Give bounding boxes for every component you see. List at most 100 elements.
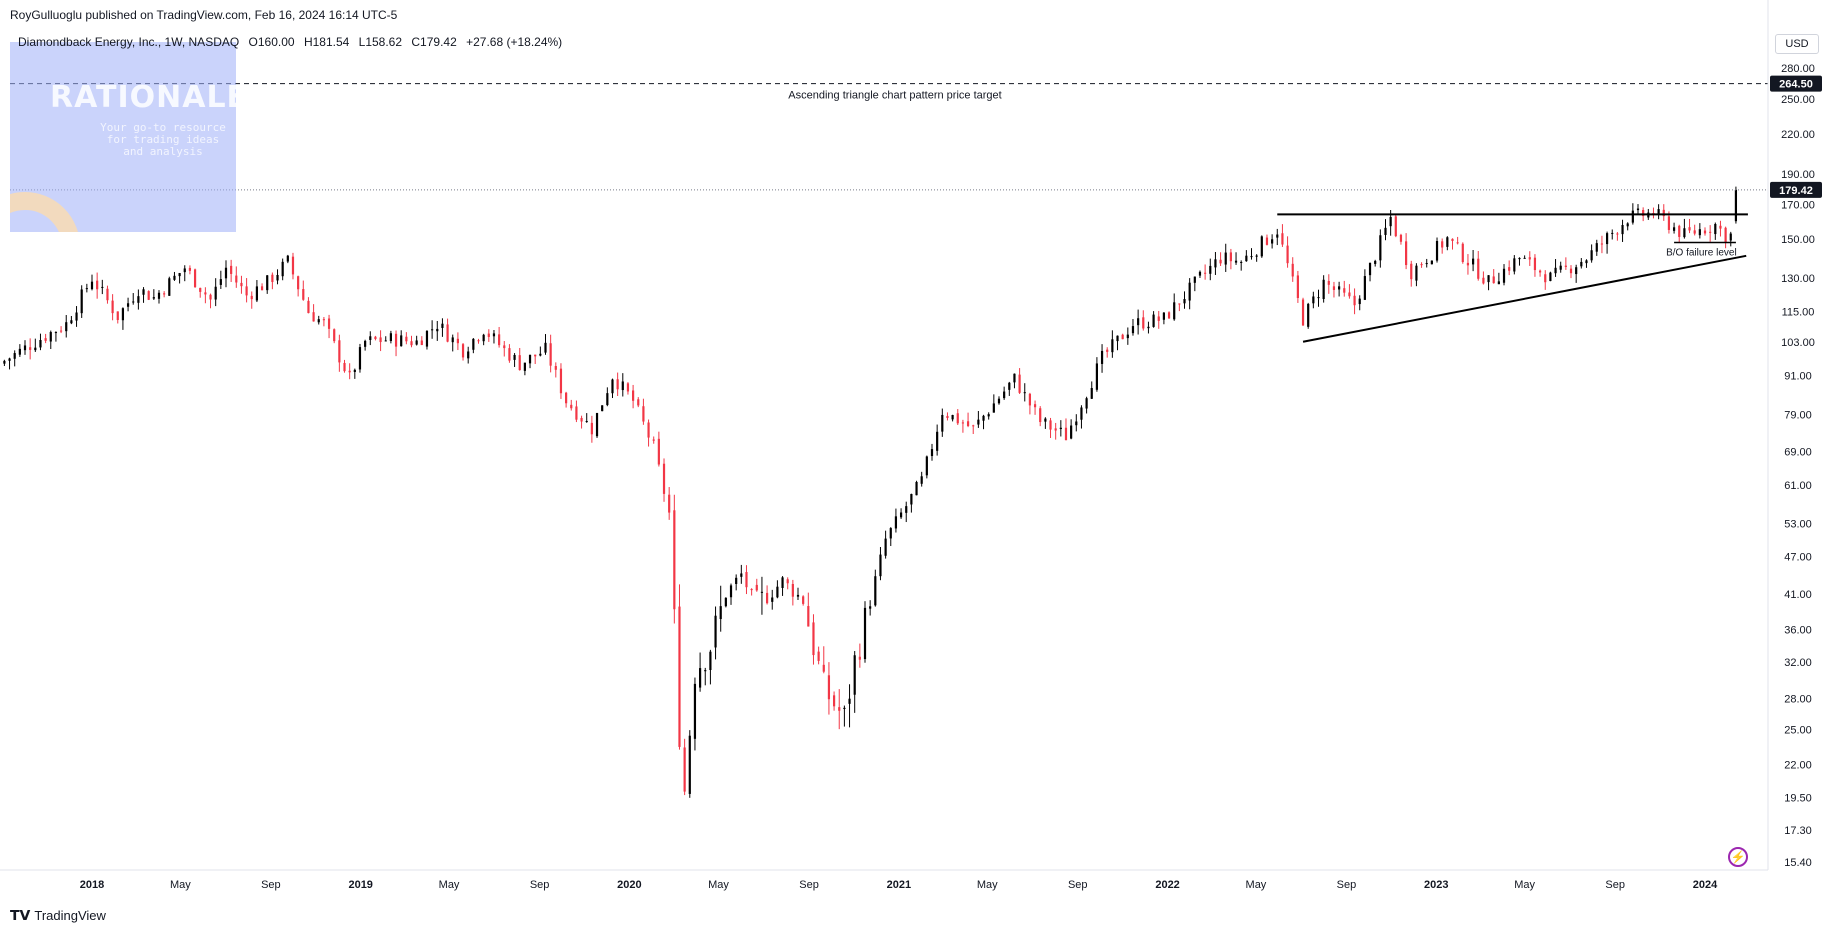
candle-body [1296,275,1299,299]
time-tick-label: Sep [261,879,281,891]
candle-body [884,538,887,556]
candle-body [601,405,604,412]
candle-body [54,332,58,334]
support-trendline [1302,254,1747,343]
candle-body [1188,282,1191,301]
tradingview-footer[interactable]: 𝗧𝗩 TradingView [10,907,106,924]
candle-body [523,362,526,371]
candle-body [1343,288,1346,293]
candle-body [199,287,202,292]
candle-body [879,554,882,577]
candle-body [513,354,516,360]
candle-body [1013,373,1016,383]
candle-body [1626,223,1629,227]
candle-body [549,343,552,366]
currency-button[interactable]: USD [1775,34,1819,54]
candle-body [585,421,588,423]
time-tick-label: May [170,879,191,891]
candle-body [461,344,465,358]
candle-body [126,303,130,307]
candle-body [245,286,248,296]
candle-body [1559,265,1562,270]
candle-body [915,481,918,496]
candle-body [59,330,63,332]
candle-body [157,292,161,299]
candle-body [961,422,965,424]
candle-body [1131,326,1135,334]
candle-body [1049,420,1052,430]
price-tick-label: 69.00 [1784,446,1812,458]
candle-body [1605,233,1609,245]
tradingview-brand: TradingView [34,908,106,923]
candle-body [425,330,429,347]
candle-body [1394,216,1397,237]
candle-body [1688,227,1691,231]
candle-body [843,707,846,710]
candle-body [910,493,913,505]
candle-body [1085,398,1088,409]
candle-body [997,398,1001,404]
candle-body [1245,255,1248,262]
candle-body [951,415,954,420]
candle-body [606,393,609,406]
candle-body [255,286,259,301]
time-tick-label: 2018 [80,879,104,891]
candle-body [1611,232,1614,234]
candle-body [1714,223,1717,235]
candle-body [1064,427,1068,441]
candle-body [812,622,815,656]
candle-body [400,335,403,347]
candle-body [894,516,898,529]
candle-body [1142,317,1145,329]
candle-body [1482,277,1485,284]
time-tick-label: May [1246,879,1267,891]
candle-body [807,606,810,627]
candle-body [992,403,995,413]
candle-body [441,323,444,328]
candle-body [673,510,676,610]
time-tick-label: Sep [1068,879,1088,891]
price-tick-label: 32.00 [1784,657,1812,669]
candle-body [1126,334,1129,339]
candle-body [1405,241,1408,266]
rationale-logo: RATIONALE Your go-to resource for tradin… [10,42,236,232]
candle-body [111,300,114,314]
candle-body [343,362,346,372]
candle-body [1276,234,1279,238]
candle-body [534,354,537,357]
candle-body [1435,241,1439,261]
candle-body [1466,262,1470,266]
candle-body [374,336,377,340]
candle-body [260,286,264,291]
price-tick-label: 91.00 [1784,371,1812,383]
candle-body [379,337,382,343]
candle-body [1657,209,1660,214]
candle-body [1003,391,1006,399]
candle-body [936,431,939,451]
bolt-icon[interactable]: ⚡ [1728,847,1748,867]
candle-body [271,274,274,283]
candle-body [1214,259,1217,268]
candle-body [750,589,753,591]
candle-body [1137,318,1140,326]
candle-body [477,340,480,342]
open-value: O160.00 [248,35,295,49]
candle-body [1023,392,1026,394]
candle-body [755,584,758,591]
candle-body [1724,227,1727,243]
candle-body [121,308,125,321]
symbol-name[interactable]: Diamondback Energy, Inc., 1W, NASDAQ [18,35,240,49]
drawings-layer: Ascending triangle chart pattern price t… [10,83,1768,343]
candle-body [1600,243,1604,245]
candle-body [240,282,243,287]
candle-body [1183,299,1186,304]
candle-body [1338,286,1341,290]
candle-body [1271,239,1274,244]
candle-body [90,281,94,290]
candle-body [1291,263,1294,277]
last-price-badge-bg [1770,181,1822,198]
candle-body [96,280,99,290]
target-price-badge: 264.50 [1779,79,1813,91]
price-tick-label: 190.00 [1781,169,1815,181]
